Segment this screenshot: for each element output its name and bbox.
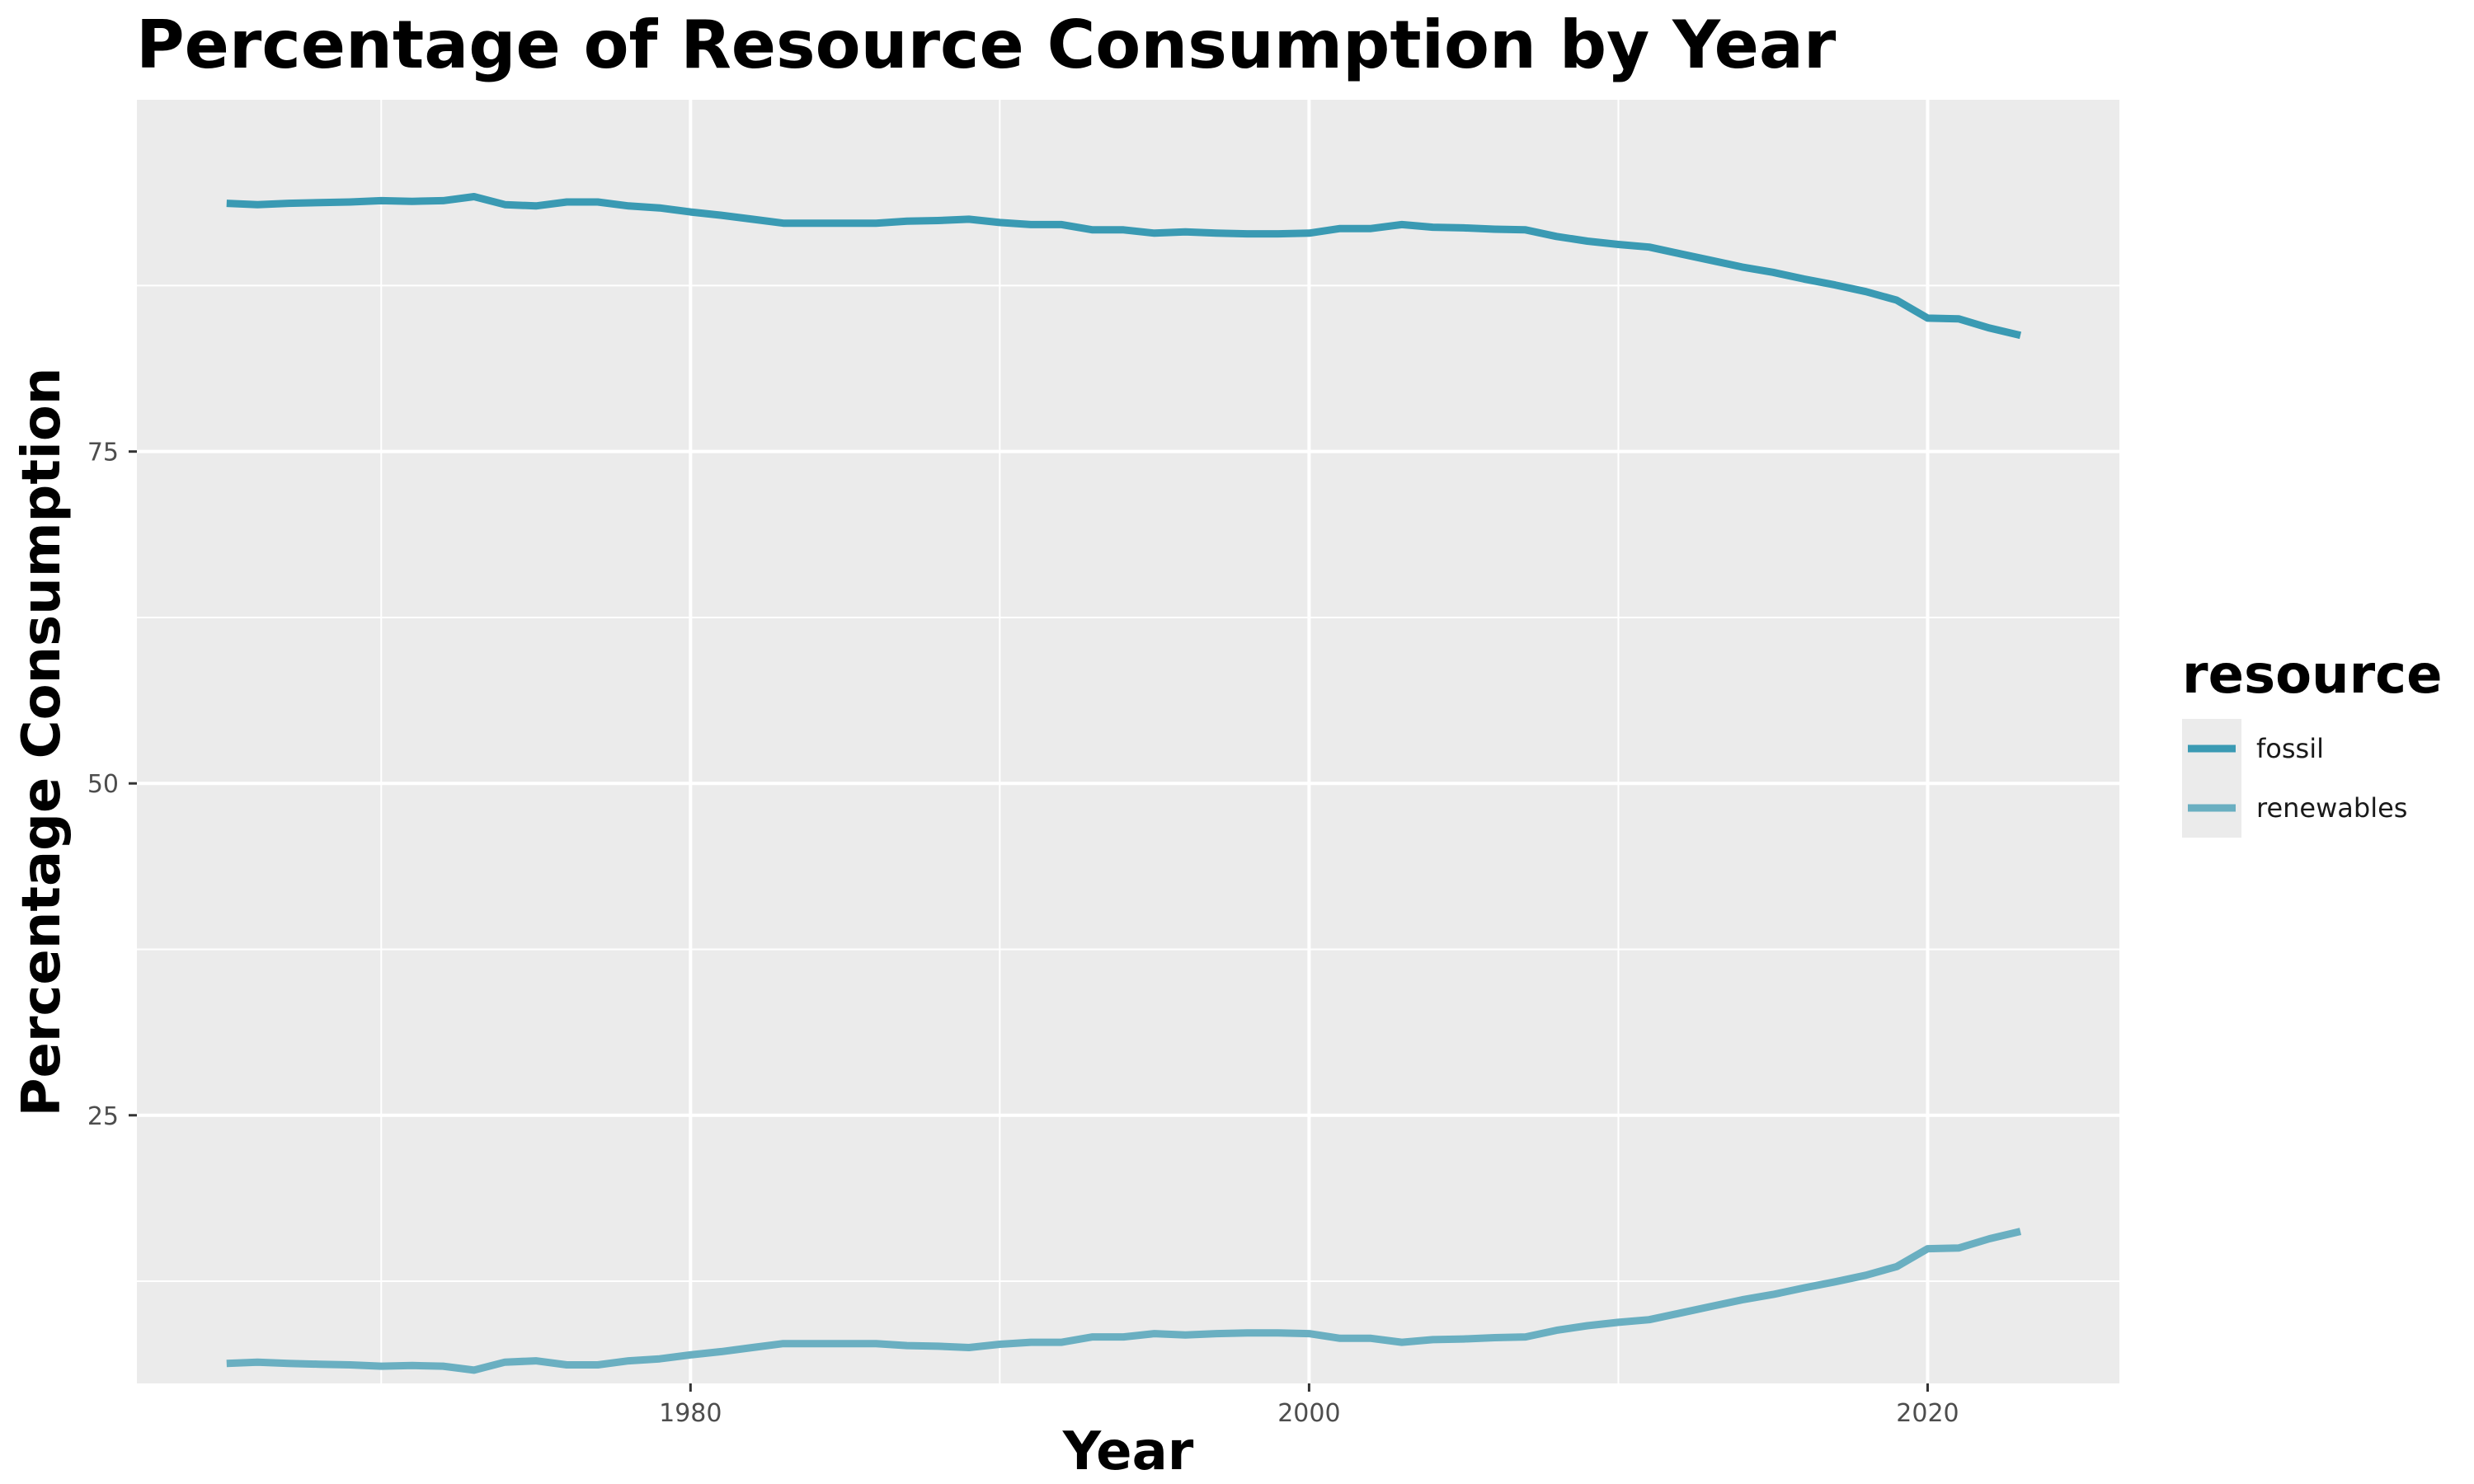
legend: resource fossil renewables xyxy=(2182,645,2443,838)
major-gridlines xyxy=(137,100,2119,1383)
x-axis: 1980 2000 2020 xyxy=(659,1383,1959,1428)
series-line-fossil xyxy=(226,193,2022,340)
series-line-renewables xyxy=(226,1228,2022,1374)
y-tick-label: 75 xyxy=(87,439,119,467)
legend-label-renewables: renewables xyxy=(2256,792,2407,824)
chart-title: Percentage of Resource Consumption by Ye… xyxy=(136,7,1837,83)
x-tick-label: 1980 xyxy=(659,1399,722,1428)
minor-gridlines xyxy=(137,100,2119,1383)
series-layer xyxy=(226,193,2022,1374)
y-axis-title: Percentage Consumption xyxy=(12,368,73,1117)
plot-panel xyxy=(137,100,2119,1383)
legend-title: resource xyxy=(2182,645,2443,706)
x-axis-title: Year xyxy=(1062,1421,1194,1482)
y-axis: 25 50 75 xyxy=(87,439,137,1131)
y-tick-label: 25 xyxy=(87,1102,119,1131)
x-tick-label: 2000 xyxy=(1277,1399,1340,1428)
legend-label-fossil: fossil xyxy=(2256,733,2324,764)
x-tick-label: 2020 xyxy=(1896,1399,1959,1428)
y-tick-label: 50 xyxy=(87,770,119,799)
